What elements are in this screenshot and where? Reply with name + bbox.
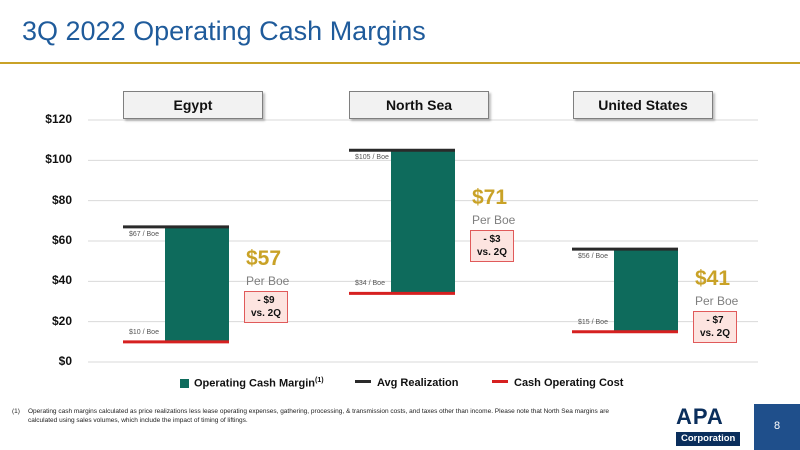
change-box: - $7 vs. 2Q <box>693 310 737 343</box>
y-tick-label: $40 <box>51 273 72 288</box>
legend-label-realization: Avg Realization <box>377 377 459 389</box>
realization-label: $67 / Boe <box>129 230 159 238</box>
legend-swatch-cost <box>492 380 508 383</box>
legend-label-margin: Operating Cash Margin <box>194 377 316 390</box>
legend-swatch-realization <box>355 380 371 383</box>
change-period: vs. 2Q <box>250 308 282 320</box>
footnote: (1) Operating cash margins calculated as… <box>12 408 628 425</box>
cost-label: $34 / Boe <box>355 280 385 288</box>
per-boe-label: Per Boe <box>695 293 739 308</box>
change-box: - $3 vs. 2Q <box>470 230 514 263</box>
y-tick-label: $20 <box>51 313 72 328</box>
cost-label: $15 / Boe <box>578 318 608 326</box>
page-title: 3Q 2022 Operating Cash Margins <box>22 16 426 46</box>
y-tick-label: $80 <box>51 192 72 207</box>
legend-item-cost: Cash Operating Cost <box>492 377 623 389</box>
legend-swatch-margin <box>180 378 189 388</box>
y-tick-label: $120 <box>45 112 72 126</box>
per-boe-label: Per Boe <box>472 213 516 228</box>
realization-label: $56 / Boe <box>578 253 608 261</box>
y-tick-label: $0 <box>58 354 72 368</box>
change-value: - $9 <box>257 295 275 307</box>
margin-value: $41 <box>695 266 731 290</box>
company-logo: APA Corporation <box>676 406 750 446</box>
margin-bar <box>165 226 229 342</box>
legend-item-realization: Avg Realization <box>355 377 459 389</box>
region-label-north-sea: North Sea <box>349 91 489 119</box>
logo-subtitle: Corporation <box>676 432 741 446</box>
page-number-box: 8 <box>754 404 800 450</box>
realization-label: $105 / Boe <box>355 154 389 162</box>
margin-bar <box>391 150 455 294</box>
change-box: - $9 vs. 2Q <box>244 291 288 324</box>
change-value: - $3 <box>483 234 501 246</box>
legend-footnote-ref: (1) <box>315 377 324 384</box>
margin-value: $71 <box>472 186 508 210</box>
region-label-united-states: United States <box>573 91 713 119</box>
logo-wordmark: APA <box>676 404 724 429</box>
footnote-marker: (1) <box>12 408 20 415</box>
margin-bar <box>614 249 678 332</box>
y-tick-label: $100 <box>45 152 72 167</box>
change-period: vs. 2Q <box>699 327 731 339</box>
footnote-text: Operating cash margins calculated as pri… <box>28 408 609 424</box>
change-period: vs. 2Q <box>476 247 508 259</box>
page-number: 8 <box>773 420 781 432</box>
legend-item-margin: Operating Cash Margin(1) <box>180 377 324 390</box>
title-divider <box>0 62 800 64</box>
change-value: - $7 <box>706 314 724 326</box>
legend-label-cost: Cash Operating Cost <box>514 377 624 389</box>
region-label-egypt: Egypt <box>123 91 263 119</box>
per-boe-label: Per Boe <box>246 274 290 289</box>
margin-value: $57 <box>246 247 282 271</box>
cost-label: $10 / Boe <box>129 328 159 336</box>
y-tick-label: $60 <box>51 233 72 247</box>
